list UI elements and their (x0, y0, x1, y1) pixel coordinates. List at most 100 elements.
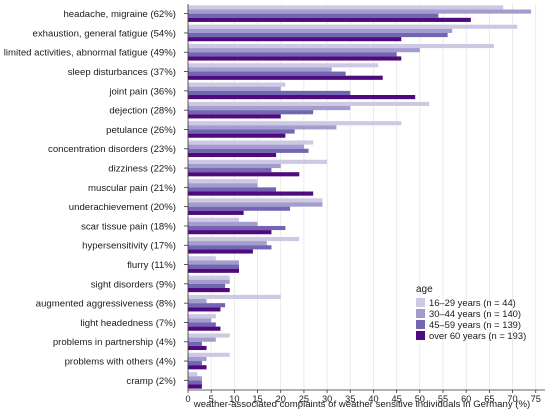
bar (188, 163, 281, 169)
bar (188, 94, 416, 100)
x-tick-label: 20 (276, 394, 286, 404)
bar (188, 322, 216, 327)
bar (188, 356, 207, 362)
axis-layer: 0 5 10 15 20 25 30 35 40 45 50 55 60 65 70 75 (184, 4, 545, 404)
bar (188, 191, 314, 196)
category-label: petulance (26%) (106, 125, 176, 136)
bar (188, 110, 314, 115)
x-tick-label: 75 (531, 394, 541, 404)
bar (188, 376, 202, 381)
bar (188, 183, 258, 188)
legend-label: 45–59 years (n = 139) (429, 319, 521, 330)
bar (188, 303, 226, 308)
category-label: problems in partnership (4%) (53, 337, 176, 348)
bar (188, 217, 239, 222)
bar (188, 168, 272, 173)
x-tick-label: 30 (322, 394, 332, 404)
legend-label: 30–44 years (n = 140) (429, 308, 521, 319)
bar (188, 129, 295, 134)
category-label: flurry (11%) (127, 260, 176, 271)
bar (188, 260, 239, 265)
bar (188, 326, 221, 331)
category-label: limited activities, abnormal fatigue (49… (4, 48, 176, 59)
bar (188, 380, 202, 385)
bar (188, 43, 494, 49)
x-tick-label: 50 (415, 394, 425, 404)
bar (188, 275, 230, 280)
bar (188, 63, 379, 68)
bar (188, 133, 286, 138)
category-label: scar tissue pain (18%) (81, 221, 176, 232)
bar (188, 52, 397, 57)
bar (188, 221, 258, 226)
bar (188, 318, 212, 323)
bar (188, 5, 504, 10)
x-tick-label: 65 (484, 394, 494, 404)
legend-label: over 60 years (n = 193) (429, 330, 526, 341)
bar (188, 299, 207, 304)
x-tick-label: 70 (507, 394, 517, 404)
bar (188, 352, 230, 357)
legend-swatch (416, 320, 425, 329)
bar (188, 268, 239, 273)
x-tick-label: 15 (252, 394, 262, 404)
x-tick-label: 10 (229, 394, 239, 404)
bar (188, 345, 207, 351)
bar (188, 101, 430, 107)
bar (188, 230, 272, 235)
bar (188, 144, 304, 149)
x-tick-label: 40 (368, 394, 378, 404)
bar (188, 71, 346, 76)
bar (188, 187, 277, 192)
category-label: sleep disturbances (37%) (68, 67, 176, 78)
bar (188, 82, 286, 87)
bar (188, 307, 221, 312)
category-label: headache, migraine (62%) (63, 9, 176, 20)
bar (188, 365, 207, 370)
bar (188, 86, 281, 91)
x-tick-label: 0 (185, 394, 190, 404)
bar (188, 372, 198, 377)
category-labels: headache, migraine (62%) exhaustion, gene… (4, 9, 176, 387)
bar (188, 67, 332, 72)
bar (188, 384, 202, 389)
bar (188, 48, 420, 53)
bar (188, 159, 328, 164)
bar (188, 294, 281, 300)
legend-title: age (416, 284, 433, 295)
bar (188, 287, 230, 293)
x-tick-label: 60 (461, 394, 471, 404)
x-tick-label: 55 (438, 394, 448, 404)
bar (188, 152, 277, 158)
category-label: exhaustion, general fatigue (54%) (33, 28, 176, 39)
bar (188, 264, 239, 269)
bar (188, 90, 351, 95)
x-axis-title: weather-associated complaints of weather… (193, 399, 530, 410)
bar (188, 148, 309, 153)
category-label: cramp (2%) (126, 376, 176, 387)
category-label: light headedness (7%) (81, 318, 176, 329)
bar (188, 106, 351, 111)
bar (188, 361, 202, 366)
bar (188, 172, 300, 177)
bar (188, 333, 230, 338)
bar (188, 236, 300, 242)
bar (188, 249, 253, 254)
bar (188, 28, 453, 33)
x-tick-label: 35 (345, 394, 355, 404)
bar (188, 283, 226, 288)
category-label: dejection (28%) (109, 106, 176, 117)
category-label: underachievement (20%) (69, 202, 176, 213)
x-tick-label: 5 (209, 394, 214, 404)
category-label: muscular pain (21%) (88, 183, 176, 194)
legend: age 16–29 years (n = 44)30–44 years (n =… (416, 284, 526, 341)
bar (188, 114, 281, 119)
bar (188, 125, 337, 130)
category-label: dizziness (22%) (108, 163, 176, 174)
category-label: hypersensitivity (17%) (82, 241, 176, 252)
bar (188, 337, 216, 342)
bar (188, 256, 216, 261)
bar (188, 202, 323, 207)
